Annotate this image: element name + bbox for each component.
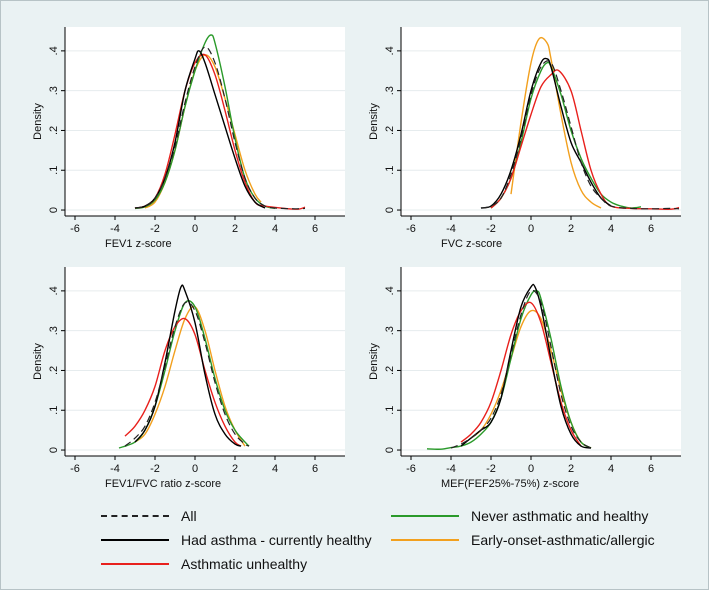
y-tick-label: .4 — [384, 286, 396, 295]
series-line-early-onset-asthmatic-allergic — [510, 36, 602, 209]
x-tick-label: -4 — [446, 223, 456, 235]
y-tick-label: .3 — [48, 326, 60, 335]
legend-item-asthmatic-unhealthy: Asthmatic unhealthy — [101, 553, 307, 575]
x-tick-label: 0 — [192, 223, 198, 235]
series-line-had-asthma-currently-healthy — [480, 57, 612, 209]
chart-panel-4: 0 .1 .2 .3 .4 -6 -4 -2 0 2 4 6 MEF(FEF25%-75%) z-sco… — [368, 267, 681, 490]
legend-label-early-onset: Early-onset-asthmatic/allergic — [471, 532, 655, 548]
x-tick-label: 6 — [648, 463, 654, 475]
series-line-all — [480, 60, 680, 210]
legend-swatch-early-onset — [391, 539, 459, 541]
y-tick-label: .3 — [384, 326, 396, 335]
x-tick-label: -2 — [150, 463, 160, 475]
series-line-asthmatic-unhealthy — [124, 317, 242, 447]
y-tick-label: .3 — [48, 86, 60, 95]
x-tick-label: 2 — [568, 223, 574, 235]
y-tick-label: .1 — [48, 406, 60, 415]
y-axis-title: Density — [32, 103, 44, 140]
y-axis-title: Density — [368, 103, 380, 140]
x-axis-title: FEV1 z-score — [105, 238, 172, 250]
x-tick-label: 2 — [568, 463, 574, 475]
x-tick-label: -4 — [110, 223, 120, 235]
chart-panel-3: 0 .1 .2 .3 .4 -6 -4 -2 0 2 4 6 FEV1/FVC ratio z-scor… — [32, 267, 345, 490]
series-line-asthmatic-unhealthy — [460, 301, 582, 447]
x-tick-label: -6 — [406, 223, 416, 235]
y-tick-label: .3 — [384, 86, 396, 95]
series-line-all — [450, 289, 592, 449]
y-tick-label: .1 — [48, 166, 60, 175]
x-tick-label: -2 — [486, 223, 496, 235]
x-axis-title: MEF(FEF25%-75%) z-score — [441, 478, 579, 490]
x-tick-label: 4 — [272, 223, 278, 235]
x-tick-label: -6 — [406, 463, 416, 475]
plot-area — [65, 267, 345, 456]
x-tick-label: 6 — [312, 223, 318, 235]
series-line-had-asthma-currently-healthy — [134, 284, 242, 447]
x-tick-label: 0 — [528, 463, 534, 475]
y-tick-label: 0 — [48, 207, 60, 213]
series-line-all — [124, 301, 250, 447]
x-tick-label: -2 — [486, 463, 496, 475]
x-axis-title: FVC z-score — [441, 238, 502, 250]
x-tick-label: 6 — [312, 463, 318, 475]
legend-swatch-all — [101, 515, 169, 517]
x-tick-label: -6 — [70, 463, 80, 475]
y-tick-label: 0 — [384, 447, 396, 453]
legend-item-had-asthma: Had asthma - currently healthy — [101, 529, 372, 551]
series-line-early-onset-asthmatic-allergic — [134, 305, 246, 447]
plot-area — [401, 27, 681, 216]
y-tick-label: .2 — [48, 366, 60, 375]
chart-panel-1: 0 .1 .2 .3 .4 -6 -4 -2 0 2 4 6 FEV1 z-score Density — [32, 27, 345, 250]
chart-panel-2: 0 .1 .2 .3 .4 -6 -4 -2 0 2 4 6 FVC z-score Density — [368, 27, 681, 250]
legend-swatch-asthmatic-unhealthy — [101, 563, 169, 565]
y-tick-label: .4 — [48, 286, 60, 295]
y-tick-label: .4 — [48, 46, 60, 55]
legend: All Had asthma - currently healthy Asthm… — [61, 501, 701, 581]
legend-item-never-asthmatic: Never asthmatic and healthy — [391, 505, 648, 527]
series-line-never-asthmatic-and-healthy — [426, 289, 592, 450]
legend-label-had-asthma: Had asthma - currently healthy — [181, 532, 372, 548]
y-tick-label: .4 — [384, 46, 396, 55]
y-tick-label: .1 — [384, 166, 396, 175]
x-tick-label: 2 — [232, 223, 238, 235]
x-tick-label: -4 — [446, 463, 456, 475]
x-tick-label: 2 — [232, 463, 238, 475]
x-tick-label: -6 — [70, 223, 80, 235]
x-tick-label: -4 — [110, 463, 120, 475]
y-tick-label: .2 — [384, 366, 396, 375]
series-line-had-asthma-currently-healthy — [460, 283, 592, 449]
y-tick-label: .2 — [384, 126, 396, 135]
legend-label-all: All — [181, 508, 197, 524]
y-tick-label: .1 — [384, 406, 396, 415]
x-tick-label: 4 — [608, 223, 614, 235]
x-tick-label: 4 — [608, 463, 614, 475]
legend-label-asthmatic-unhealthy: Asthmatic unhealthy — [181, 556, 308, 572]
series-line-all — [134, 46, 306, 210]
x-tick-label: 6 — [648, 223, 654, 235]
y-axis-title: Density — [32, 343, 44, 380]
legend-item-all: All — [101, 505, 197, 527]
x-tick-label: 0 — [192, 463, 198, 475]
y-tick-label: 0 — [384, 207, 396, 213]
y-tick-label: .2 — [48, 126, 60, 135]
plot-area — [65, 27, 345, 216]
y-axis-title: Density — [368, 343, 380, 380]
y-tick-label: 0 — [48, 447, 60, 453]
x-tick-label: 4 — [272, 463, 278, 475]
x-axis-title: FEV1/FVC ratio z-score — [105, 478, 221, 490]
legend-label-never-asthmatic: Never asthmatic and healthy — [471, 508, 649, 524]
plot-area — [401, 267, 681, 456]
legend-item-early-onset: Early-onset-asthmatic/allergic — [391, 529, 655, 551]
x-tick-label: 0 — [528, 223, 534, 235]
legend-swatch-had-asthma — [101, 539, 169, 541]
x-tick-label: -2 — [150, 223, 160, 235]
legend-swatch-never-asthmatic — [391, 515, 459, 517]
